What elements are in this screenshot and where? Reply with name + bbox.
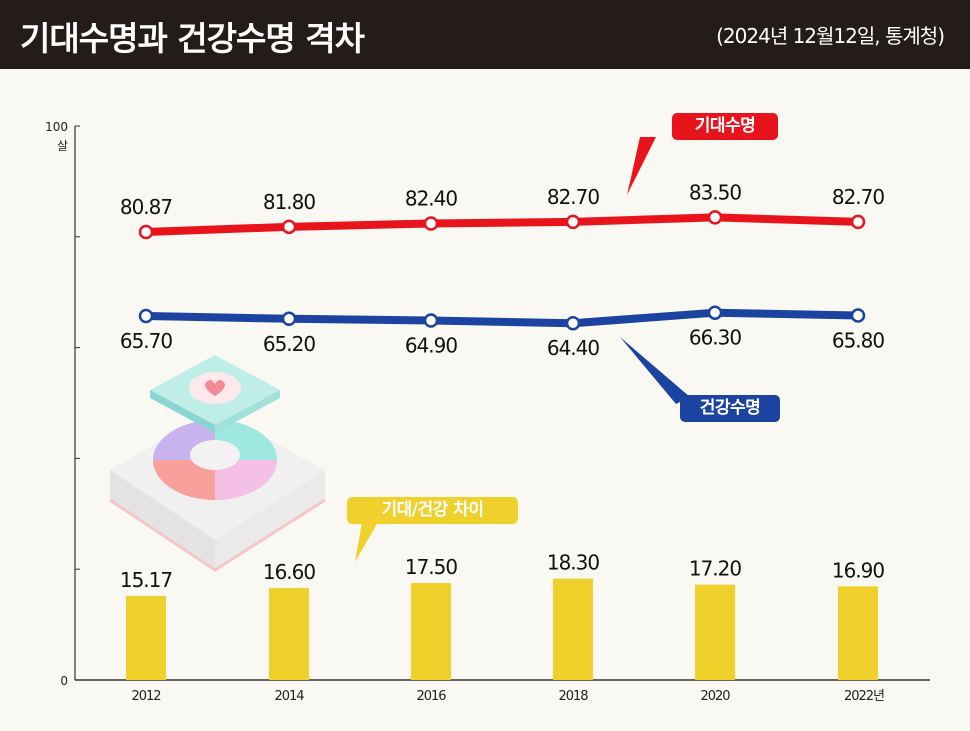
x-tick-label: 2020 (700, 689, 730, 704)
healthy-life-point (707, 305, 723, 320)
page-title: 기대수명과 건강수명 격차 (20, 19, 365, 58)
x-tick-label: 2018 (558, 689, 588, 704)
healthy-life-point (565, 315, 581, 331)
life-expectancy-callout: 기대수명 (672, 113, 778, 140)
healthy-life-label: 65.80 (832, 328, 885, 352)
healthy-life-point (138, 308, 154, 324)
life-expectancy-label: 81.80 (263, 190, 316, 214)
life-expectancy-point (850, 214, 866, 230)
healthy-life-point (281, 311, 297, 327)
header-bar: 기대수명과 건강수명 격차 (2024년 12월12일, 통계청) (0, 0, 970, 69)
healthy-life-label: 65.20 (263, 332, 316, 356)
life-expectancy-point (565, 214, 581, 230)
gap-bar (553, 578, 593, 680)
x-tick-label: 2022년 (844, 689, 884, 704)
healthy-life-label: 66.30 (689, 326, 742, 350)
gap-bar (126, 595, 166, 680)
source-note: (2024년 12월12일, 통계청) (716, 24, 945, 48)
life-expectancy-line (145, 213, 859, 236)
life-expectancy-label: 82.70 (832, 185, 885, 209)
y-tick-label-0: 0 (60, 674, 68, 688)
life-expectancy-point (138, 224, 154, 240)
y-unit-label: 살 (57, 139, 68, 153)
life-callout-pointer (627, 137, 656, 195)
life-expectancy-label: 82.40 (405, 187, 458, 211)
gap-callout-pointer (355, 522, 378, 562)
life-expectancy-label: 82.70 (547, 185, 600, 209)
life-expectancy-label: 80.87 (120, 195, 173, 219)
health-chart-illustration-icon (109, 355, 326, 572)
gap-bar (838, 586, 878, 680)
healthy-life-label: 65.70 (120, 329, 173, 353)
gap-bar (411, 583, 451, 680)
life-expectancy-point (423, 216, 439, 231)
gap-bar-label: 16.90 (832, 558, 885, 582)
gap-bar-label: 17.20 (689, 557, 742, 581)
healthy-life-callout: 건강수명 (680, 395, 780, 422)
healthy-life-line (145, 308, 859, 328)
x-tick-label: 2012 (131, 689, 160, 704)
healthy-life-point (850, 308, 866, 323)
life-expectancy-point (707, 210, 723, 225)
gap-bar (695, 584, 735, 680)
healthy-life-label: 64.40 (547, 336, 600, 360)
x-tick-label: 2016 (416, 689, 446, 704)
healthy-life-label: 64.90 (405, 333, 458, 357)
life-expectancy-label: 83.50 (689, 180, 742, 204)
gap-bar-label: 17.50 (405, 555, 458, 579)
healthy-life-point (423, 313, 439, 328)
healthy-callout-pointer (620, 337, 690, 404)
gap-bar-label: 15.17 (120, 568, 173, 592)
gap-bar-label: 16.60 (263, 560, 316, 584)
y-tick-label-100: 100 (45, 120, 68, 134)
gap-bar-label: 18.30 (547, 551, 600, 575)
gap-callout: 기대/건강 차이 (347, 497, 518, 524)
life-expectancy-point (281, 219, 297, 235)
gap-bar (269, 588, 309, 680)
x-tick-label: 2014 (274, 689, 304, 704)
